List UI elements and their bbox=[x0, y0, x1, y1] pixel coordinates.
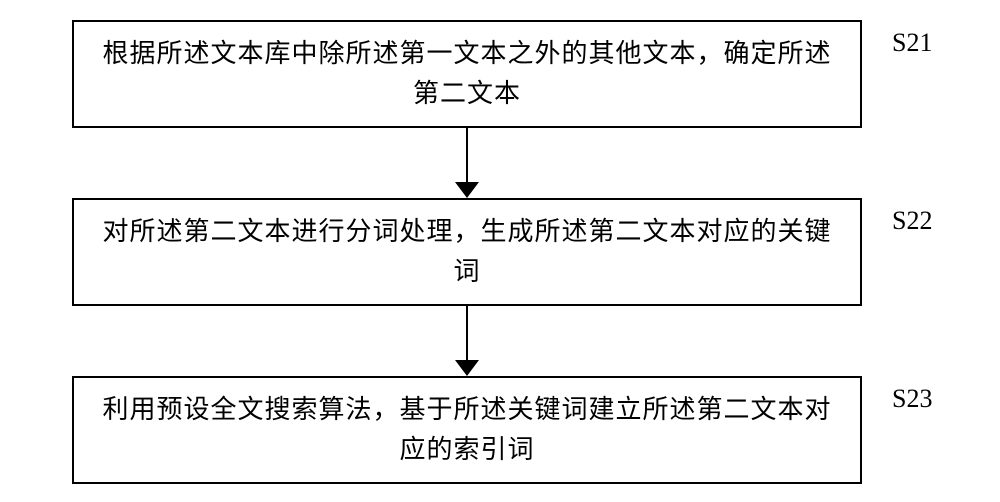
arrow-1-shaft bbox=[466, 128, 468, 182]
step-text-1: 根据所述文本库中除所述第一文本之外的其他文本，确定所述第二文本 bbox=[98, 34, 836, 115]
arrow-1-head bbox=[455, 182, 479, 198]
step-box-2: 对所述第二文本进行分词处理，生成所述第二文本对应的关键词 bbox=[72, 198, 862, 306]
step-label-2: S22 bbox=[892, 206, 932, 236]
step-text-2: 对所述第二文本进行分词处理，生成所述第二文本对应的关键词 bbox=[98, 212, 836, 293]
flowchart-canvas: 根据所述文本库中除所述第一文本之外的其他文本，确定所述第二文本 S21 对所述第… bbox=[0, 0, 1000, 502]
step-box-1: 根据所述文本库中除所述第一文本之外的其他文本，确定所述第二文本 bbox=[72, 20, 862, 128]
step-text-3: 利用预设全文搜索算法，基于所述关键词建立所述第二文本对应的索引词 bbox=[98, 390, 836, 471]
arrow-2-head bbox=[455, 360, 479, 376]
step-label-1: S21 bbox=[892, 28, 932, 58]
arrow-2-shaft bbox=[466, 306, 468, 360]
step-box-3: 利用预设全文搜索算法，基于所述关键词建立所述第二文本对应的索引词 bbox=[72, 376, 862, 484]
step-label-3: S23 bbox=[892, 384, 932, 414]
